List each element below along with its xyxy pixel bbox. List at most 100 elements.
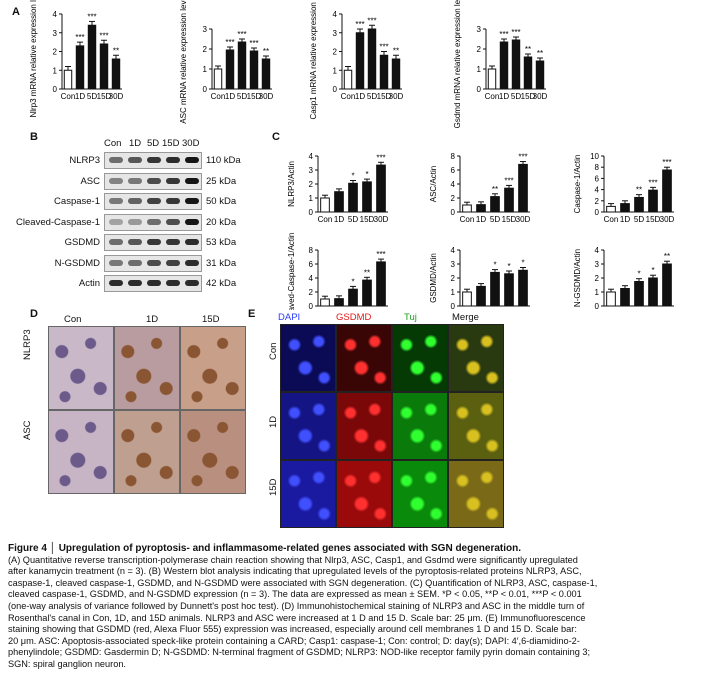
y-tick-label: 0: [451, 302, 456, 310]
y-tick-label: 4: [595, 246, 600, 255]
y-tick-label: 4: [451, 180, 456, 189]
if-image: [448, 460, 504, 528]
x-tick-label: 1D: [476, 215, 486, 224]
blot-row-label: GSDMD: [64, 237, 100, 248]
significance-label: **: [525, 45, 531, 54]
bar: [376, 261, 386, 307]
bar: [348, 288, 358, 307]
y-tick-label: 1: [595, 288, 600, 297]
blot-band: [109, 218, 123, 225]
significance-label: *: [351, 172, 354, 181]
x-tick-label: 30D: [259, 92, 274, 101]
col-label: Con: [64, 314, 82, 325]
significance-label: ***: [379, 43, 388, 52]
blot-row: NLRP3 110 kDa: [0, 152, 380, 172]
blot-band: [185, 198, 199, 204]
x-tick-label: 30D: [533, 92, 548, 101]
y-tick-label: 1: [333, 66, 338, 75]
significance-label: ***: [499, 30, 508, 39]
if-image: [336, 460, 392, 528]
y-tick-label: 0: [451, 208, 456, 217]
y-axis-label: N-GSDMD/Actin: [573, 249, 582, 307]
blot-band: [185, 157, 199, 163]
y-tick-label: 8: [451, 152, 456, 161]
bar: [261, 58, 271, 90]
col-label: GSDMD: [336, 312, 372, 323]
x-tick-label: 5D: [87, 92, 97, 101]
y-tick-label: 2: [595, 274, 600, 283]
y-tick-label: 3: [53, 29, 58, 38]
significance-label: ***: [376, 153, 385, 162]
bar: [606, 205, 616, 213]
x-tick-label: Con: [318, 309, 333, 310]
lane-label: 15D: [162, 138, 180, 149]
bar: [367, 28, 377, 90]
blot-band: [166, 280, 180, 286]
y-axis-label: Nlrp3 mRNA relative expression level: [29, 0, 38, 118]
x-tick-label: Con: [604, 309, 619, 310]
bar-chart: 0 1 2 3 4 Con *** 1D *** 5D *** 15D ** 30D Nlrp3 mRNA …: [29, 0, 124, 118]
bar: [511, 39, 521, 90]
blot-strip: [104, 275, 202, 292]
bar: [634, 196, 644, 213]
bar: [462, 204, 472, 213]
x-tick-label: 30D: [374, 215, 389, 224]
y-tick-label: 4: [595, 186, 600, 195]
bar-chart: 0 2 4 6 8 10 Con 1D ** 5D *** 15D *** 30D Caspase-1/Ac…: [573, 152, 675, 224]
x-tick-label: 5D: [511, 92, 521, 101]
x-tick-label: 1D: [75, 92, 85, 101]
blot-row: N-GSDMD 31 kDa: [0, 254, 380, 275]
blot-row: ASC 25 kDa: [0, 172, 380, 193]
y-tick-label: 0: [53, 85, 58, 94]
if-image: [448, 392, 504, 460]
x-tick-label: Con: [604, 215, 619, 224]
blot-row-label: Caspase-1: [54, 196, 100, 207]
x-tick-label: 15D: [360, 309, 375, 310]
blot-band: [185, 259, 199, 266]
y-tick-label: 2: [203, 45, 208, 54]
bar-chart: 0 1 2 3 Con *** 1D *** 5D *** 15D ** 30D ASC mRNA rel…: [179, 0, 274, 124]
bar: [348, 182, 358, 213]
bar: [99, 43, 109, 90]
blot-band: [109, 198, 123, 204]
x-tick-label: 30D: [374, 309, 389, 310]
blot-band: [128, 239, 142, 245]
blot-lane-labels: Con 1D 5D 15D 30D: [104, 138, 204, 150]
blot-row-label: ASC: [80, 175, 100, 187]
significance-label: **: [664, 252, 670, 261]
bar: [334, 298, 344, 307]
x-tick-label: 5D: [490, 309, 500, 310]
y-tick-label: 10: [590, 152, 599, 161]
significance-label: *: [507, 262, 510, 271]
y-tick-label: 4: [451, 246, 456, 255]
x-tick-label: 30D: [660, 309, 675, 310]
col-label: 1D: [146, 314, 159, 325]
y-tick-label: 3: [309, 166, 314, 175]
caption-line: SGN: spiral ganglion neuron.: [8, 658, 126, 669]
bar: [662, 263, 672, 307]
blot-strip: [104, 213, 202, 231]
bar: [504, 187, 514, 213]
if-image: [336, 324, 392, 392]
significance-label: ***: [511, 28, 520, 37]
bar-chart: 0 1 2 3 4 Con 1D * 5D * 15D *** 30D NLRP3/Actin: [287, 152, 389, 224]
x-tick-label: 30D: [516, 215, 531, 224]
x-tick-label: 1D: [476, 309, 486, 310]
blot-band: [185, 177, 199, 184]
x-tick-label: Con: [318, 215, 333, 224]
panel-e-immunofluorescence: DAPI GSDMD Tuj Merge Con 1D 15D: [262, 310, 504, 540]
if-image: [392, 324, 448, 392]
lane-label: 1D: [129, 138, 142, 149]
blot-band: [147, 280, 161, 286]
significance-label: **: [263, 47, 269, 56]
bar: [476, 285, 486, 307]
y-axis-label: Caspase-1/Actin: [573, 155, 582, 214]
caption-line: phenylindole; GSDMD: Gasdermin D; N-GSDM…: [8, 647, 591, 658]
x-tick-label: Con: [61, 92, 76, 101]
caption-line: staining showing that GSDMD (red, Alexa …: [8, 624, 577, 635]
bar: [87, 24, 97, 90]
x-tick-label: 15D: [97, 92, 112, 101]
y-tick-label: 0: [333, 85, 338, 94]
if-image: [280, 392, 336, 460]
